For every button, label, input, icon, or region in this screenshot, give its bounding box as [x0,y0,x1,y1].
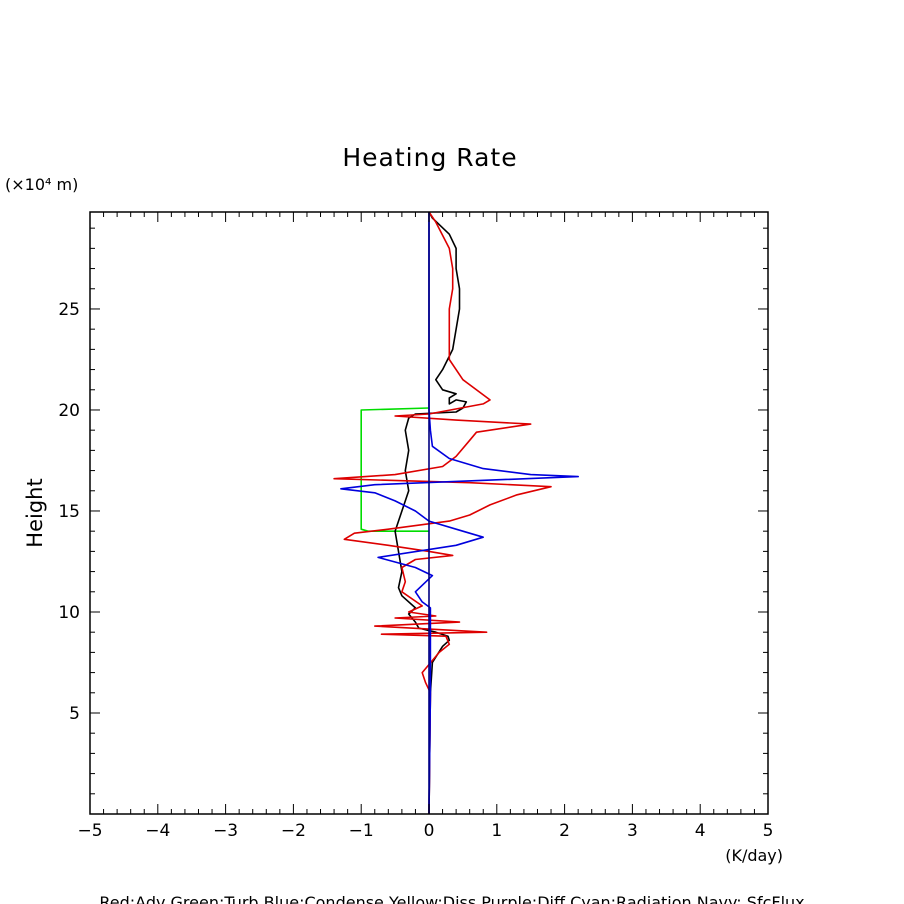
plot-frame [89,211,769,815]
y-tick-label: 15 [58,502,80,522]
x-tick-label: 0 [424,821,435,841]
x-tick-label: 1 [491,821,502,841]
x-tick-label: −1 [349,821,374,841]
x-tick-label: −5 [77,821,102,841]
x-axis-unit: (K/day) [725,846,783,865]
y-axis-unit: (×10⁴ m) [5,175,78,194]
x-tick-label: 2 [559,821,570,841]
y-tick-label: 5 [69,704,80,724]
ticks-layer: −5 −4 −3 −2 −1 0 1 2 3 4 5 5 10 15 20 25 [58,212,773,841]
x-tick-label: −4 [145,821,170,841]
x-tick-label: −2 [281,821,306,841]
y-tick-label: 10 [58,603,80,623]
x-tick-label: 4 [695,821,706,841]
chart-title: Heating Rate [342,143,517,172]
y-tick-label: 20 [58,401,80,421]
series-layer [333,211,579,815]
series-line-2 [333,211,552,815]
y-tick-label: 25 [58,300,80,320]
series-line-0 [360,407,430,532]
series-line-3 [340,212,579,815]
legend-text: Red:Adv Green:Turb Blue:Condense Yellow:… [99,893,804,904]
x-tick-label: −3 [213,821,238,841]
x-tick-label: 3 [627,821,638,841]
y-axis-label: Height [23,478,47,547]
x-tick-label: 5 [763,821,774,841]
